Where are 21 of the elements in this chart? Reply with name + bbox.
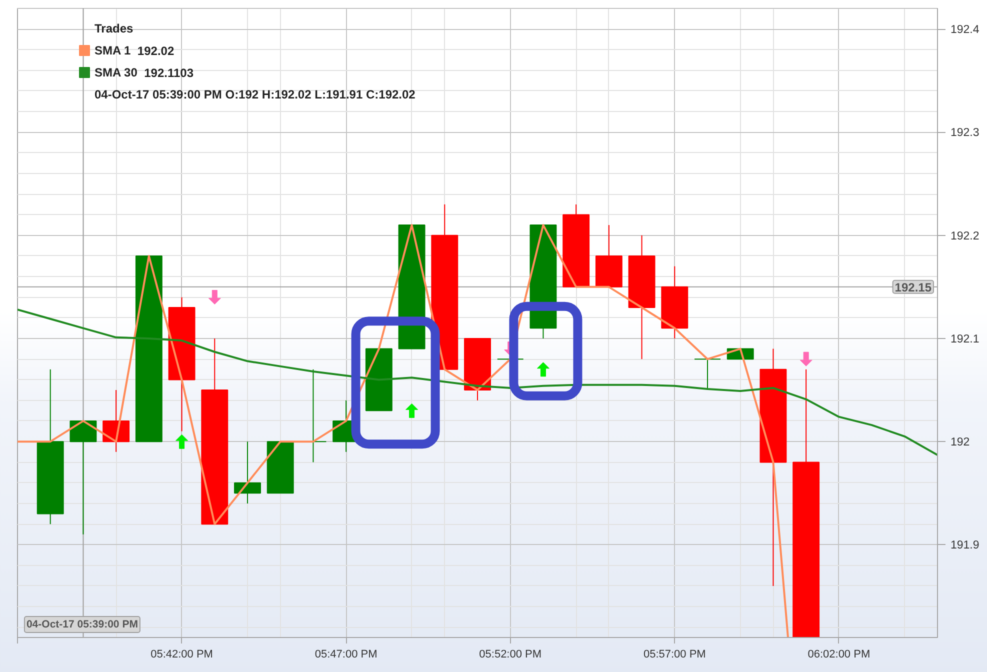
ref-line-label: 192.15 bbox=[894, 280, 932, 294]
x-tick-label: 05:52:00 PM bbox=[479, 648, 542, 660]
y-tick-label: 192.2 bbox=[950, 230, 980, 242]
x-tick-label: 05:47:00 PM bbox=[314, 648, 378, 660]
annotation: 192.1103 bbox=[144, 66, 194, 80]
line-series bbox=[18, 308, 938, 456]
y-tick-label: 192.3 bbox=[950, 127, 980, 140]
y-tick-label: 192 bbox=[950, 436, 970, 449]
candlestick bbox=[694, 358, 721, 391]
ref-line-label: 04-Oct-17 05:39:00 PM bbox=[26, 618, 138, 630]
y-tick-label: 191.9 bbox=[950, 540, 980, 552]
y-tick-label: 192.4 bbox=[950, 24, 980, 36]
x-tick-label: 05:57:00 PM bbox=[643, 648, 706, 660]
legend-label: SMA 1 bbox=[94, 44, 132, 58]
legend-label: SMA 30 bbox=[94, 66, 138, 80]
x-tick-label: 06:02:00 PM bbox=[808, 648, 870, 660]
y-tick-label: 192.1 bbox=[950, 333, 980, 346]
annotation: 192.02 bbox=[137, 44, 174, 58]
legend-title: Trades bbox=[94, 22, 134, 36]
annotation: 04-Oct-17 05:39:00 PM O:192 H:192.02 L:191.91 C:192.02 bbox=[94, 88, 416, 102]
x-tick-label: 05:42:00 PM bbox=[150, 648, 213, 660]
